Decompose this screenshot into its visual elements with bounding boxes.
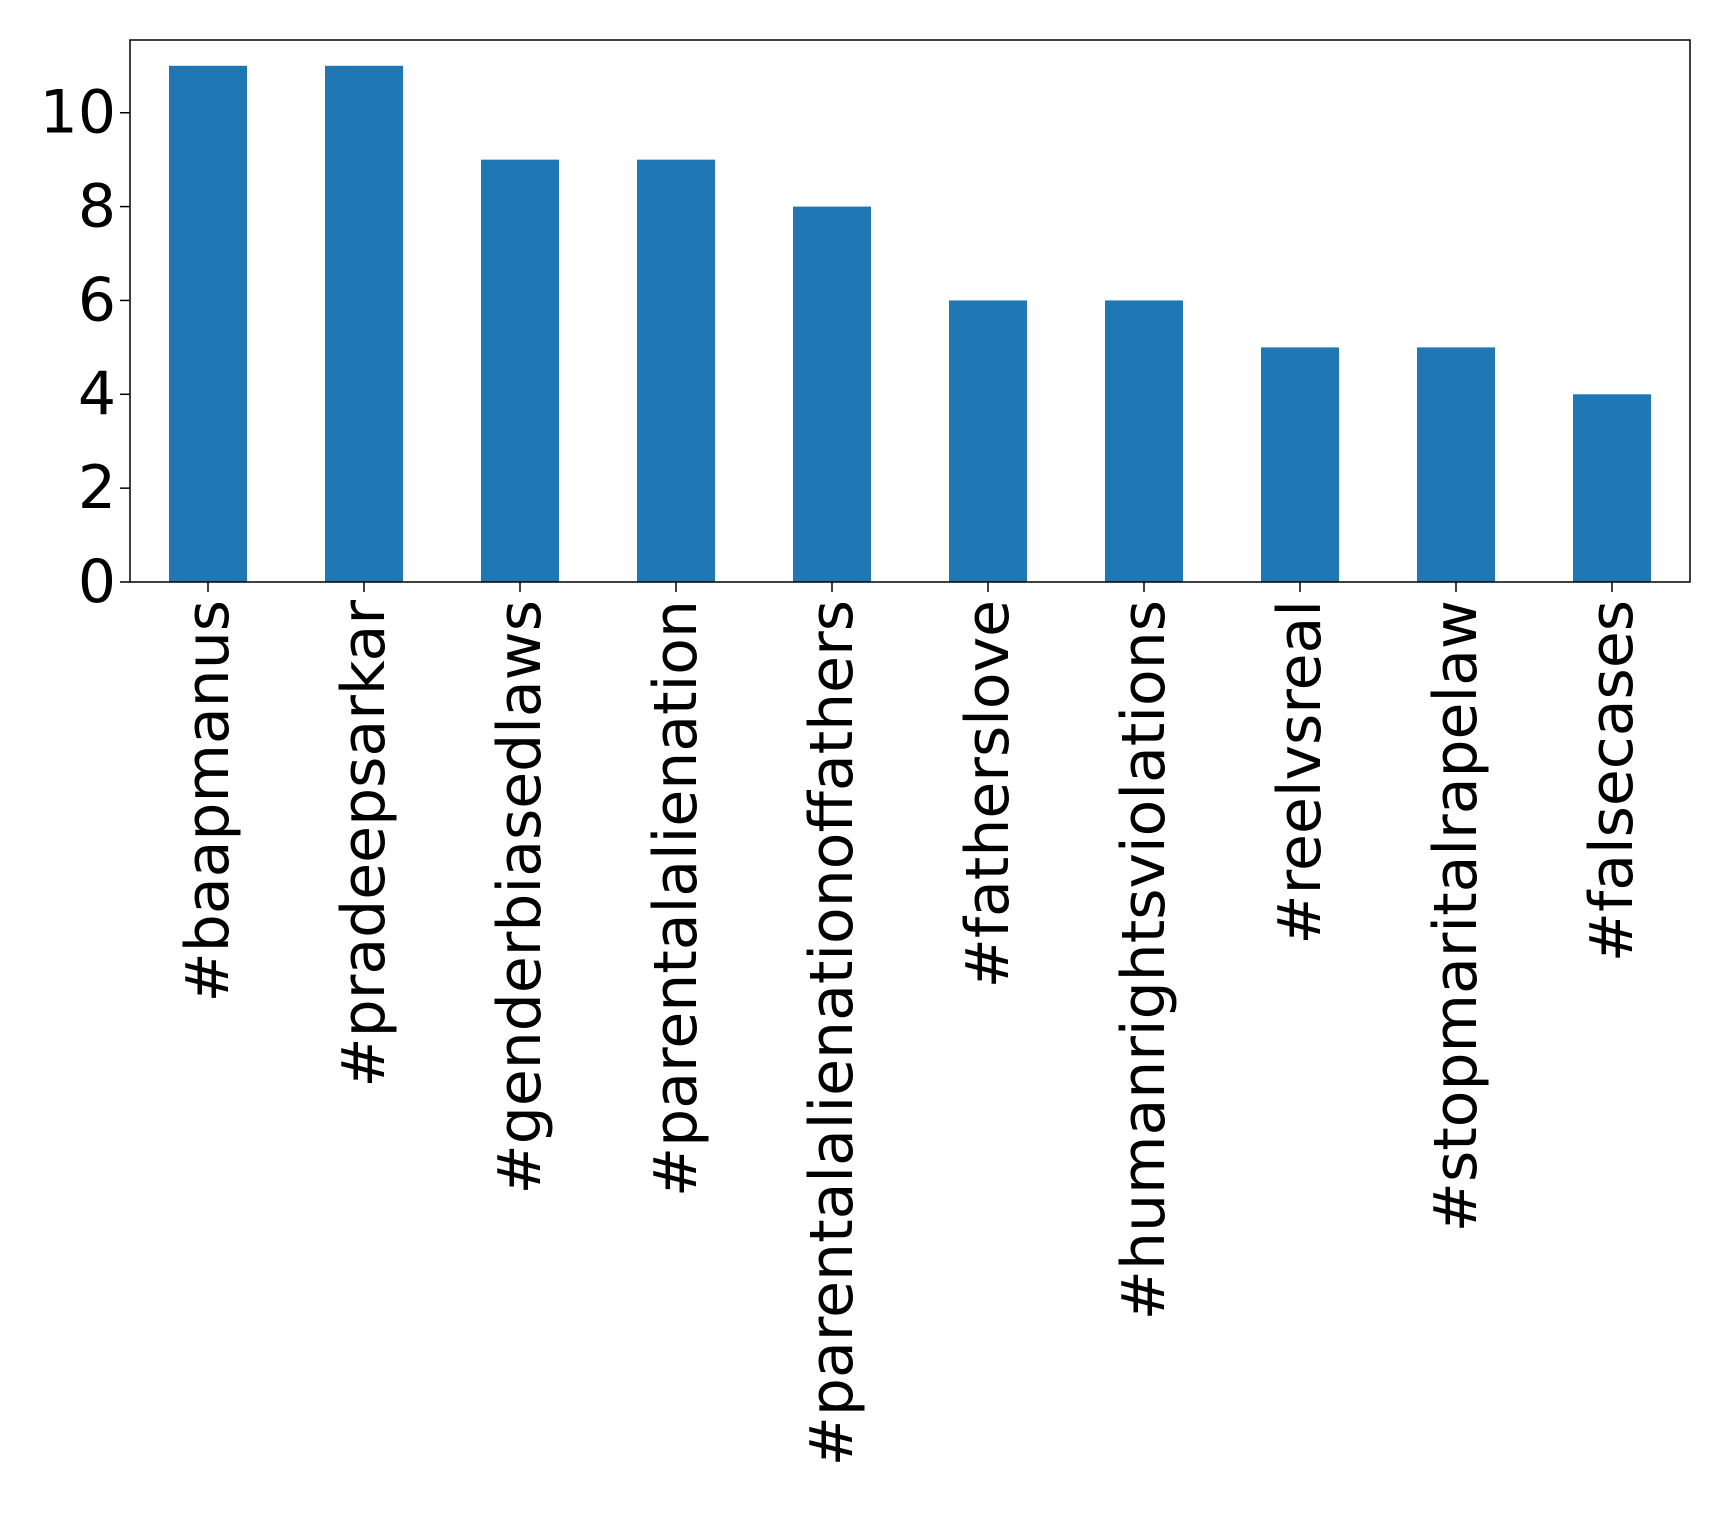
x-tick-label-3: #parentalalienation <box>641 600 711 1197</box>
bar-7 <box>1261 347 1339 582</box>
y-tick-label-4: 8 <box>78 172 116 242</box>
x-tick-label-7: #reelvsreal <box>1265 600 1335 945</box>
x-tick-label-2: #genderbiasedlaws <box>485 600 555 1195</box>
bar-3 <box>637 159 715 582</box>
bar-2 <box>481 159 559 582</box>
x-tick-label-0: #baapmanus <box>173 600 243 1003</box>
bar-1 <box>325 65 403 583</box>
x-tick-label-5: #fatherslove <box>953 600 1023 988</box>
y-tick-label-0: 0 <box>78 547 116 617</box>
y-tick-label-3: 6 <box>78 265 116 335</box>
y-axis: 0 2 4 6 8 10 <box>40 78 130 617</box>
bar-9 <box>1573 394 1651 582</box>
bars-layer <box>169 65 1651 583</box>
x-tick-label-6: #humanrightsviolations <box>1109 600 1179 1320</box>
plot-frame <box>129 39 1691 583</box>
bar-0 <box>169 65 247 583</box>
bar-4 <box>793 206 871 582</box>
x-axis: #baapmanus #pradeepsarkar #genderbiasedlaw… <box>173 582 1647 1466</box>
bar-5 <box>949 300 1027 582</box>
y-tick-label-5: 10 <box>40 78 116 148</box>
bar-6 <box>1105 300 1183 582</box>
bar-8 <box>1417 347 1495 582</box>
x-tick-label-8: #stopmaritalrapelaw <box>1421 600 1491 1232</box>
x-tick-label-9: #falsecases <box>1577 600 1647 962</box>
x-tick-label-4: #parentalalienationoffathers <box>797 600 867 1466</box>
y-tick-label-1: 2 <box>78 453 116 523</box>
x-tick-label-1: #pradeepsarkar <box>329 600 399 1088</box>
y-tick-label-2: 4 <box>78 359 116 429</box>
